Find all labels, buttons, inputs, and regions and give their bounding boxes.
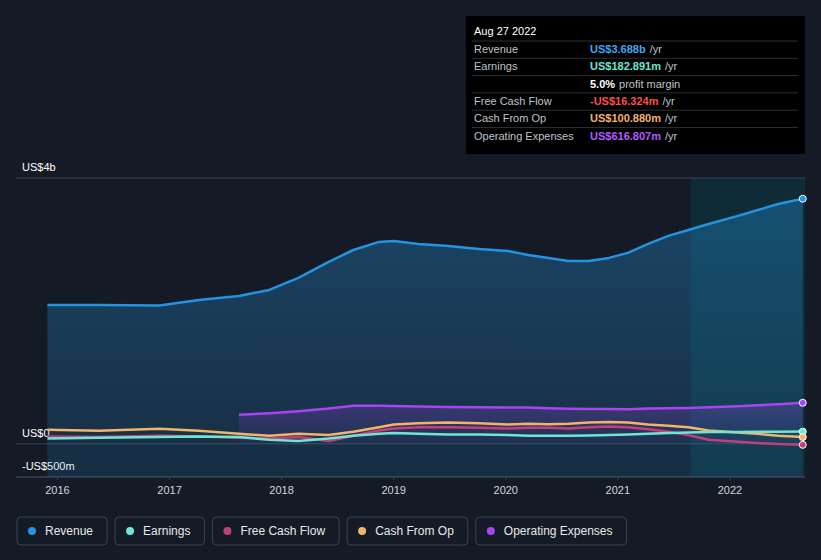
x-tick-label: 2022: [718, 484, 742, 496]
x-tick: [505, 477, 506, 480]
legend-label: Cash From Op: [375, 524, 454, 538]
legend-label: Free Cash Flow: [240, 524, 325, 538]
x-tick: [617, 477, 618, 480]
legend-item: Revenue: [17, 517, 107, 545]
legend-label: Revenue: [45, 524, 93, 538]
x-tick-label: 2017: [157, 484, 181, 496]
tooltip-value: 5.0%: [590, 78, 615, 90]
tooltip-box: [466, 16, 805, 154]
tooltip-separator: [472, 75, 798, 76]
legend-box: [115, 517, 204, 545]
tooltip-unit: /yr: [663, 95, 676, 107]
x-tick: [281, 477, 282, 480]
x-tick: [57, 477, 58, 480]
series-line: [239, 403, 803, 415]
legend-swatch: [223, 527, 231, 535]
legend-swatch: [358, 527, 366, 535]
x-tick: [729, 477, 730, 480]
legend-item: Earnings: [115, 517, 204, 545]
tooltip-unit: /yr: [665, 60, 678, 72]
end-dot: [799, 195, 806, 202]
series-area: [47, 199, 802, 477]
tooltip-separator: [472, 110, 798, 111]
tooltip-unit: profit margin: [619, 78, 680, 90]
grid-line: [16, 178, 805, 179]
tooltip-value: -US$16.324m: [590, 95, 659, 107]
x-tick: [169, 477, 170, 480]
tooltip-value: US$3.688b: [590, 43, 646, 55]
series-line: [47, 432, 802, 442]
tooltip-date: Aug 27 2022: [474, 25, 536, 37]
x-tick-label: 2021: [606, 484, 630, 496]
x-tick: [393, 477, 394, 480]
tooltip-label: Free Cash Flow: [474, 95, 552, 107]
y-tick-label: US$4b: [22, 161, 56, 173]
x-tick-label: 2016: [45, 484, 69, 496]
tooltip-separator: [472, 58, 798, 59]
legend-item: Free Cash Flow: [212, 517, 339, 545]
x-tick-label: 2018: [269, 484, 293, 496]
legend-item: Operating Expenses: [476, 517, 627, 545]
legend-box: [476, 517, 627, 545]
series-group: [47, 199, 802, 477]
series-line: [47, 199, 802, 306]
chart: -US$500mUS$0US$4b20162017201820192020202…: [0, 0, 821, 560]
tooltip-label: Cash From Op: [474, 112, 546, 124]
tooltip-unit: /yr: [650, 43, 663, 55]
legend-label: Operating Expenses: [504, 524, 613, 538]
y-tick-label: US$0: [22, 427, 50, 439]
legend-label: Earnings: [143, 524, 190, 538]
legend-box: [212, 517, 339, 545]
tooltip-separator: [472, 41, 798, 42]
tooltip-label: Operating Expenses: [474, 130, 574, 142]
tooltip-separator: [472, 127, 798, 128]
tooltip-value: US$616.807m: [590, 130, 661, 142]
end-dot: [799, 434, 806, 441]
end-dot: [799, 441, 806, 448]
x-tick-label: 2020: [494, 484, 518, 496]
x-tick-label: 2019: [381, 484, 405, 496]
legend-box: [347, 517, 468, 545]
legend-swatch: [126, 527, 134, 535]
background: [0, 0, 821, 560]
tooltip-value: US$100.880m: [590, 112, 661, 124]
legend-box: [17, 517, 107, 545]
tooltip-label: Earnings: [474, 60, 518, 72]
tooltip-unit: /yr: [665, 112, 678, 124]
legend-item: Cash From Op: [347, 517, 468, 545]
legend-swatch: [487, 527, 495, 535]
series-line: [47, 427, 802, 445]
tooltip-separator: [472, 92, 798, 93]
legend-swatch: [28, 527, 36, 535]
tooltip-unit: /yr: [665, 130, 678, 142]
tooltip-label: Revenue: [474, 43, 518, 55]
tooltip: Aug 27 2022 Revenue US$3.688b/yr Earnings US…: [466, 16, 805, 154]
tooltip-value: US$182.891m: [590, 60, 661, 72]
end-dot: [799, 399, 806, 406]
